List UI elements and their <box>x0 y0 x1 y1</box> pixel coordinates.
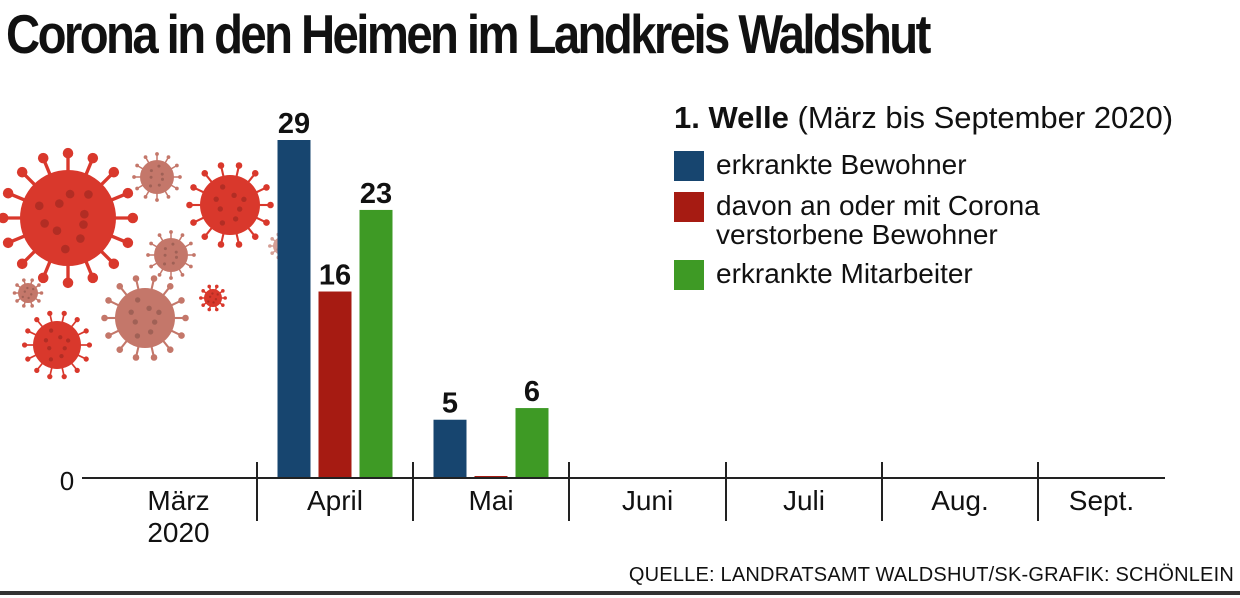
legend-heading-bold: 1. Welle <box>674 100 789 135</box>
chart-title: Corona in den Heimen im Landkreis Waldsh… <box>6 3 931 65</box>
legend-swatch <box>674 260 704 290</box>
legend-item-erkrankte-mitarbeiter: erkrankte Mitarbeiter <box>674 259 1173 290</box>
bar <box>318 291 352 478</box>
bar <box>359 209 393 478</box>
virus-icon <box>0 147 139 289</box>
data-label: 16 <box>319 260 351 292</box>
virus-icon <box>21 310 93 380</box>
x-tick-label: Juli <box>783 485 825 516</box>
bottom-divider <box>0 591 1240 595</box>
legend: 1. Welle (März bis September 2020) erkra… <box>674 100 1173 300</box>
bars-group <box>277 140 549 478</box>
data-label: 5 <box>442 388 458 420</box>
virus-icon <box>12 278 44 308</box>
virus-icon <box>199 284 227 312</box>
virus-icon <box>146 230 196 280</box>
x-tick-label: Sept. <box>1069 485 1134 516</box>
coronavirus-illustration <box>0 147 309 380</box>
x-tick-label: Juni <box>622 485 673 516</box>
legend-label: davon an oder mit Corona verstorbene Bew… <box>716 190 1040 250</box>
x-tick-label: Mai <box>468 485 513 516</box>
legend-swatch <box>674 192 704 222</box>
x-tick-label: 2020 <box>147 517 209 548</box>
data-label: 6 <box>524 376 540 408</box>
data-label: 23 <box>360 178 392 210</box>
legend-item-verstorbene-bewohner: davon an oder mit Corona verstorbene Bew… <box>674 191 1173 249</box>
data-label: 29 <box>278 108 310 140</box>
bar <box>515 408 549 478</box>
bar <box>433 419 467 478</box>
legend-item-erkrankte-bewohner: erkrankte Bewohner <box>674 150 1173 181</box>
y-tick-label: 0 <box>60 466 74 496</box>
virus-icon <box>101 275 189 361</box>
source-credit: QUELLE: LANDRATSAMT WALDSHUT/SK-GRAFIK: … <box>628 564 1234 586</box>
legend-label: erkrankte Bewohner <box>716 149 967 180</box>
virus-icon <box>132 152 182 202</box>
bar <box>277 140 311 478</box>
legend-heading-rest: (März bis September 2020) <box>797 100 1174 135</box>
legend-label: erkrankte Mitarbeiter <box>716 258 973 289</box>
x-tick-label: April <box>307 485 363 516</box>
data-labels-group: 29 16 23 5 6 <box>278 108 540 420</box>
legend-heading: 1. Welle (März bis September 2020) <box>674 100 1173 136</box>
virus-icon <box>186 162 274 248</box>
legend-swatch <box>674 151 704 181</box>
x-tick-label: März <box>147 485 209 516</box>
x-tick-label: Aug. <box>931 485 989 516</box>
